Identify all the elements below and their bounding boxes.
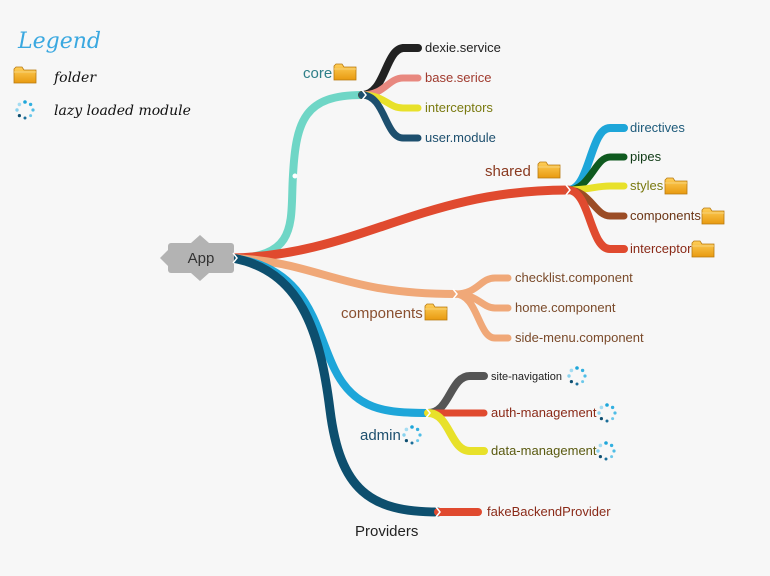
branch-admin-label[interactable]: admin xyxy=(360,427,401,444)
branch-components-label[interactable]: components xyxy=(341,305,423,322)
legend-lazy-label: lazy loaded module xyxy=(54,103,191,119)
shared-junction xyxy=(565,184,571,196)
leaf-checklist-component[interactable]: checklist.component xyxy=(515,270,633,285)
folder-icon xyxy=(701,207,725,225)
lazy-module-icon xyxy=(567,366,587,386)
leaf-side-menu-component[interactable]: side-menu.component xyxy=(515,330,644,345)
admin-children xyxy=(424,372,488,455)
folder-icon xyxy=(664,177,688,195)
branch-core-node xyxy=(292,173,298,179)
legend: Legend folder lazy loaded module xyxy=(13,29,191,120)
leaf-directives[interactable]: directives xyxy=(630,120,685,135)
branch-providers xyxy=(227,253,443,517)
admin-edge-data-management xyxy=(424,409,488,455)
lazy-module-icon xyxy=(596,441,616,461)
leaf-data-management[interactable]: data-management xyxy=(491,443,597,458)
root-box[interactable] xyxy=(168,243,234,273)
core-edge-user xyxy=(358,91,422,142)
providers-junction xyxy=(435,506,441,518)
leaf-interceptor[interactable]: interceptor xyxy=(630,241,692,256)
leaf-home-component[interactable]: home.component xyxy=(515,300,616,315)
branch-core-label[interactable]: core xyxy=(303,65,332,82)
folder-icon xyxy=(424,303,448,321)
root-expand-up-icon[interactable] xyxy=(191,235,209,243)
core-children xyxy=(358,44,422,142)
leaf-labels: dexie.service base.serice interceptors u… xyxy=(425,40,725,519)
components-junction xyxy=(452,288,458,300)
shared-children xyxy=(564,124,628,253)
legend-title: Legend xyxy=(17,29,101,54)
core-edge-dexie xyxy=(358,44,422,99)
lazy-module-icon xyxy=(15,100,35,120)
folder-icon xyxy=(13,66,37,84)
legend-folder-label: folder xyxy=(53,70,97,86)
folder-icon xyxy=(537,161,561,179)
branch-components xyxy=(228,254,459,298)
branch-shared xyxy=(227,185,573,263)
leaf-auth-management[interactable]: auth-management xyxy=(491,405,597,420)
leaf-dexie-service[interactable]: dexie.service xyxy=(425,40,501,55)
root-label[interactable]: App xyxy=(188,250,215,267)
admin-junction xyxy=(425,407,431,419)
root-node[interactable]: App xyxy=(160,235,238,281)
providers-children xyxy=(434,506,482,518)
branch-providers-label[interactable]: Providers xyxy=(355,523,418,540)
leaf-user-module[interactable]: user.module xyxy=(425,130,496,145)
leaf-interceptors[interactable]: interceptors xyxy=(425,100,493,115)
root-junction xyxy=(232,252,238,264)
leaf-pipes[interactable]: pipes xyxy=(630,149,662,164)
leaf-styles[interactable]: styles xyxy=(630,178,664,193)
shared-edge-interceptor xyxy=(564,186,628,253)
components-edge-side-menu xyxy=(451,290,512,342)
components-children xyxy=(451,274,512,342)
lazy-module-icon xyxy=(402,425,422,445)
branch-labels: core shared components admin Providers xyxy=(303,63,561,540)
leaf-shared-components[interactable]: components xyxy=(630,208,701,223)
core-junction xyxy=(361,89,367,101)
lazy-module-icon xyxy=(597,403,617,423)
leaf-site-navigation[interactable]: site-navigation xyxy=(491,371,562,383)
folder-icon xyxy=(333,63,357,81)
folder-icon xyxy=(691,240,715,258)
leaf-base-service[interactable]: base.serice xyxy=(425,70,491,85)
main-branches xyxy=(227,91,573,517)
admin-edge-site-navigation xyxy=(424,372,488,417)
leaf-fake-backend-provider[interactable]: fakeBackendProvider xyxy=(487,504,611,519)
root-expand-left-icon[interactable] xyxy=(160,250,168,266)
branch-shared-label[interactable]: shared xyxy=(485,163,531,180)
root-expand-down-icon[interactable] xyxy=(191,273,209,281)
